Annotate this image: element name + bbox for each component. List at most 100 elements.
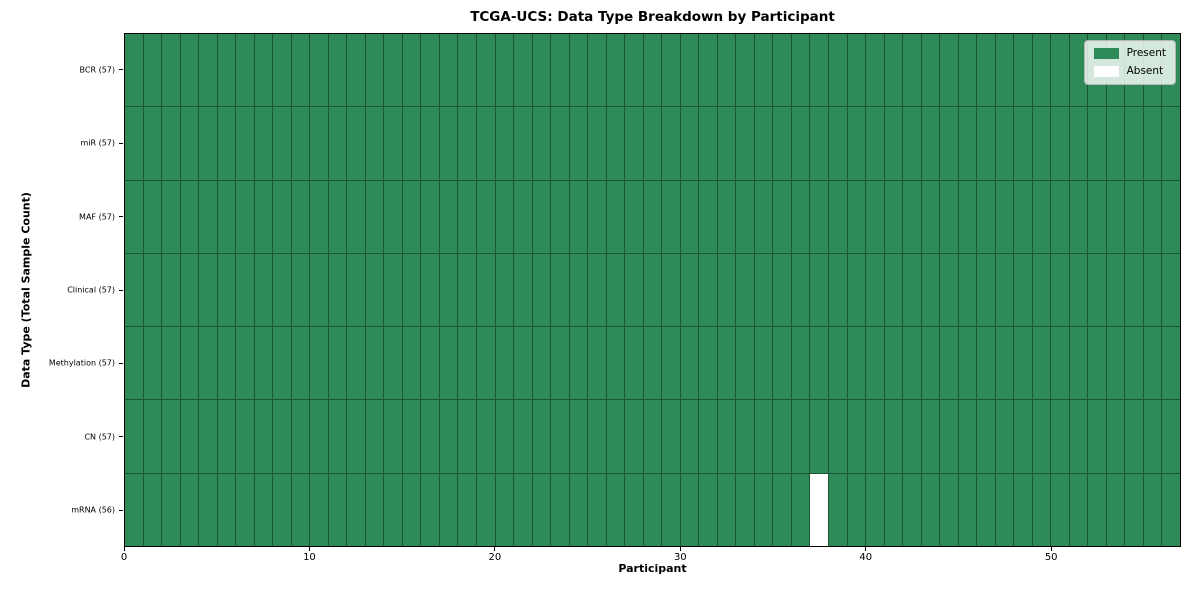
heatmap-cell-present [199, 400, 217, 473]
y-tick-label: BCR (57) [79, 65, 115, 75]
heatmap-cell-present [310, 34, 328, 107]
heatmap-cell-present [791, 253, 810, 327]
heatmap-cell-present [921, 107, 940, 180]
heatmap-cell-present [1069, 473, 1088, 546]
heatmap-cell-present [884, 327, 903, 400]
heatmap-cell-present [791, 473, 810, 546]
heatmap-cell-present [365, 400, 384, 473]
heatmap-cell-present [291, 473, 310, 546]
y-tick-mark [119, 289, 123, 291]
heatmap-cell-present [1106, 327, 1125, 400]
heatmap-cell-present [903, 253, 921, 327]
heatmap-cell-present [458, 34, 476, 107]
heatmap-cell-present [310, 253, 328, 327]
heatmap-cell-present [291, 180, 310, 253]
heatmap-cell-present [1125, 473, 1143, 546]
heatmap-cell-present [236, 327, 254, 400]
heatmap-cell-present [977, 180, 995, 253]
heatmap-cell-present [736, 400, 754, 473]
heatmap-cell-present [625, 400, 643, 473]
heatmap-cell-present [940, 473, 958, 546]
heatmap-cell-present [254, 180, 273, 253]
heatmap-cell-present [754, 180, 773, 253]
heatmap-cell-present [810, 107, 828, 180]
x-axis-label: Participant [618, 562, 687, 575]
heatmap-cell-present [995, 107, 1014, 180]
heatmap-cell-present [514, 400, 532, 473]
heatmap-cell-present [1051, 400, 1069, 473]
heatmap-cell-present [884, 34, 903, 107]
heatmap-cell-present [588, 107, 606, 180]
heatmap-cell-present [180, 473, 199, 546]
heatmap-cell-present [662, 327, 680, 400]
heatmap-cell-present [162, 400, 180, 473]
heatmap-cell-present [606, 34, 625, 107]
heatmap-cell-present [977, 473, 995, 546]
heatmap-cell-present [180, 34, 199, 107]
heatmap-cell-present [699, 34, 717, 107]
heatmap-cell-present [995, 327, 1014, 400]
heatmap-cell-present [625, 180, 643, 253]
heatmap-cell-present [773, 253, 791, 327]
heatmap-cell-present [476, 473, 495, 546]
heatmap-cell-present [291, 107, 310, 180]
x-tick-mark [308, 547, 310, 551]
heatmap-cell-present [236, 253, 254, 327]
heatmap-cell-present [421, 34, 439, 107]
heatmap-cell-present [958, 473, 977, 546]
heatmap-cell-present [754, 107, 773, 180]
heatmap-cell-present [791, 34, 810, 107]
y-tick-mark [119, 362, 123, 364]
heatmap-cell-present [699, 473, 717, 546]
x-tick-label: 30 [673, 552, 687, 563]
heatmap-cell-present [365, 34, 384, 107]
heatmap-cell-present [791, 400, 810, 473]
heatmap-cell-present [847, 34, 866, 107]
heatmap-cell-present [1106, 180, 1125, 253]
heatmap-cell-present [995, 180, 1014, 253]
heatmap-cell-present [643, 107, 662, 180]
heatmap-cell-present [310, 473, 328, 546]
y-tick-mark [119, 216, 123, 218]
legend-swatch [1093, 66, 1119, 77]
heatmap-cell-present [662, 253, 680, 327]
heatmap-cell-present [532, 180, 551, 253]
heatmap-cell-present [421, 180, 439, 253]
heatmap-cell-present [291, 253, 310, 327]
heatmap-cell-present [680, 400, 699, 473]
heatmap-cell-present [606, 253, 625, 327]
heatmap-cell-present [1014, 400, 1032, 473]
heatmap-cell-present [532, 107, 551, 180]
heatmap-cell-present [995, 253, 1014, 327]
heatmap-cell-present [884, 180, 903, 253]
heatmap-cell-present [588, 473, 606, 546]
heatmap-cell-present [1143, 473, 1162, 546]
heatmap-cell-present [717, 34, 736, 107]
heatmap-cell-present [495, 473, 514, 546]
heatmap-cell-present [1069, 107, 1088, 180]
heatmap-cell-present [217, 180, 236, 253]
heatmap-cell-present [680, 107, 699, 180]
heatmap-cell-present [347, 107, 365, 180]
heatmap-cell-present [328, 327, 347, 400]
heatmap-cell-present [217, 473, 236, 546]
heatmap-cell-present [180, 327, 199, 400]
heatmap-cell-present [495, 400, 514, 473]
heatmap-cell-present [217, 327, 236, 400]
y-tick-mark [119, 436, 123, 438]
heatmap-cell-present [384, 327, 402, 400]
heatmap-cell-present [199, 34, 217, 107]
heatmap-cell-present [588, 327, 606, 400]
heatmap-cell-present [273, 327, 291, 400]
heatmap-cell-present [328, 253, 347, 327]
heatmap-cell-present [662, 107, 680, 180]
heatmap-cell-present [847, 107, 866, 180]
legend-swatch [1093, 48, 1119, 59]
heatmap-cell-present [995, 400, 1014, 473]
heatmap-cell-present [458, 400, 476, 473]
heatmap-cell-present [680, 473, 699, 546]
heatmap-cell-present [1088, 327, 1106, 400]
y-tick-label: mRNA (56) [71, 505, 115, 515]
heatmap-cell-present [1088, 400, 1106, 473]
heatmap-cell-present [439, 253, 458, 327]
